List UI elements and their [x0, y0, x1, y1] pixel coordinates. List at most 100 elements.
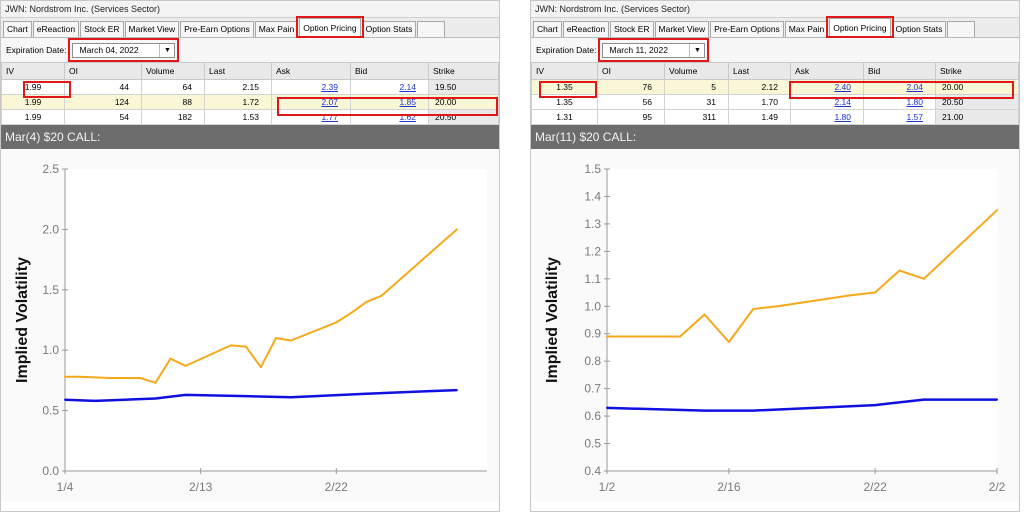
col-last[interactable]: Last [204, 62, 272, 80]
iv-cell: 1.31 [531, 109, 598, 125]
col-volume[interactable]: Volume [664, 62, 729, 80]
dropdown-arrow-icon[interactable]: ▼ [159, 43, 174, 57]
ask-link[interactable]: 2.14 [834, 97, 851, 107]
tab-chart[interactable]: Chart [3, 21, 32, 37]
data-point [335, 321, 338, 324]
data-point [64, 375, 66, 378]
data-point [996, 398, 998, 401]
strike-cell: 21.00 [935, 109, 1019, 125]
ask-link[interactable]: 1.80 [834, 112, 851, 122]
y-tick-label: 0.9 [584, 327, 601, 341]
tab-pre-earn-options[interactable]: Pre-Earn Options [180, 21, 254, 37]
tab-max-pain[interactable]: Max Pain [254, 21, 299, 37]
ask-link[interactable]: 2.40 [834, 82, 851, 92]
y-tick-label: 0.0 [42, 464, 59, 478]
col-iv[interactable]: IV [531, 62, 598, 80]
tab-pre-earn-options[interactable]: Pre-Earn Options [710, 21, 784, 37]
col-bid[interactable]: Bid [863, 62, 936, 80]
y-tick-label: 1.0 [584, 299, 601, 313]
y-tick-label: 1.5 [42, 283, 59, 297]
data-point [184, 364, 187, 367]
bid-link[interactable]: 2.14 [399, 82, 416, 92]
data-point [425, 390, 428, 393]
table-row[interactable]: 1.35 56 31 1.70 2.14 1.80 20.50 [531, 94, 1019, 110]
tab-stock-er[interactable]: Stock ER [80, 21, 124, 37]
last-cell: 1.49 [728, 109, 791, 125]
col-bid[interactable]: Bid [350, 62, 429, 80]
iv-cell: 1.99 [1, 94, 65, 110]
data-point [679, 335, 682, 338]
col-ask[interactable]: Ask [271, 62, 351, 80]
tab-market-view[interactable]: Market View [654, 21, 710, 37]
data-point [380, 294, 383, 297]
option-pricing-table: IV OI Volume Last Ask Bid Strike 1.99 44… [1, 62, 499, 125]
data-point [64, 398, 66, 401]
expiration-date-value: March 11, 2022 [609, 45, 668, 55]
data-point [290, 396, 293, 399]
col-strike[interactable]: Strike [428, 62, 499, 80]
chart-title: Mar(11) $20 CALL: [531, 125, 1019, 149]
data-point [606, 335, 608, 338]
last-cell: 1.53 [204, 109, 272, 125]
expiration-date-select[interactable]: March 04, 2022 ▼ [68, 37, 180, 62]
bid-link[interactable]: 1.57 [906, 112, 923, 122]
tab-max-pain[interactable]: Max Pain [784, 21, 829, 37]
data-point [275, 337, 277, 340]
expiration-row: Expiration Date: March 11, 2022 ▼ [531, 37, 1019, 62]
bid-link[interactable]: 1.62 [399, 112, 416, 122]
iv-cell: 1.35 [531, 94, 598, 110]
table-row[interactable]: 1.99 44 64 2.15 2.39 2.14 19.50 [1, 79, 499, 95]
y-axis-label: Implied Volatility [544, 257, 561, 383]
y-tick-label: 1.5 [584, 162, 601, 176]
tab-option-stats[interactable]: Option Stats [891, 21, 947, 37]
col-oi[interactable]: OI [64, 62, 142, 80]
tab-option-pricing[interactable]: Option Pricing [826, 16, 895, 38]
last-cell: 2.15 [204, 79, 272, 95]
table-row[interactable]: 1.31 95 311 1.49 1.80 1.57 21.00 [531, 109, 1019, 125]
bid-link[interactable]: 2.04 [906, 82, 923, 92]
col-volume[interactable]: Volume [141, 62, 205, 80]
tab-market-view[interactable]: Market View [124, 21, 180, 37]
y-axis-label: Implied Volatility [14, 257, 31, 383]
data-point [244, 395, 247, 398]
tab-stock-er[interactable]: Stock ER [610, 21, 654, 37]
tab-bar: Chart eReaction Stock ER Market View Pre… [531, 16, 1019, 38]
col-ask[interactable]: Ask [790, 62, 864, 80]
table-row[interactable]: 1.35 76 5 2.12 2.40 2.04 20.00 [531, 79, 1019, 95]
tab-ereaction[interactable]: eReaction [32, 21, 80, 37]
data-point [606, 406, 608, 409]
y-tick-label: 0.6 [584, 409, 601, 423]
data-point [874, 404, 877, 407]
iv-chart: 0.4 0.5 0.6 0.7 0.8 0.9 1.0 1.1 1.2 1.3 1.4 1.5 1/2 2… [531, 149, 1019, 499]
data-point [350, 311, 353, 314]
ask-link[interactable]: 1.77 [321, 112, 338, 122]
tab-option-stats[interactable]: Option Stats [361, 21, 417, 37]
tab-blank [947, 21, 976, 37]
col-strike[interactable]: Strike [935, 62, 1019, 80]
table-row[interactable]: 1.99 124 88 1.72 2.07 1.85 20.00 [1, 94, 499, 110]
tab-bar: Chart eReaction Stock ER Market View Pre… [1, 16, 499, 38]
volume-cell: 311 [664, 109, 729, 125]
expiration-date-select[interactable]: March 11, 2022 ▼ [598, 37, 710, 62]
oi-cell: 124 [64, 94, 142, 110]
data-point [703, 313, 706, 316]
tab-chart[interactable]: Chart [533, 21, 562, 37]
iv-cell: 1.99 [1, 109, 65, 125]
tab-option-pricing[interactable]: Option Pricing [296, 16, 365, 38]
ask-link[interactable]: 2.07 [321, 97, 338, 107]
col-last[interactable]: Last [728, 62, 791, 80]
tab-ereaction[interactable]: eReaction [562, 21, 610, 37]
left-option-panel: JWN: Nordstrom Inc. (Services Sector) Ch… [0, 0, 500, 512]
dropdown-arrow-icon[interactable]: ▼ [689, 43, 704, 57]
ask-link[interactable]: 2.39 [321, 82, 338, 92]
bid-link[interactable]: 1.80 [906, 97, 923, 107]
col-oi[interactable]: OI [597, 62, 665, 80]
col-iv[interactable]: IV [1, 62, 65, 80]
table-row[interactable]: 1.99 54 182 1.53 1.77 1.62 20.50 [1, 109, 499, 125]
data-point [365, 300, 368, 303]
data-point [874, 291, 877, 294]
bid-link[interactable]: 1.85 [399, 97, 416, 107]
right-option-panel: JWN: Nordstrom Inc. (Services Sector) Ch… [530, 0, 1020, 512]
strike-cell: 20.50 [428, 109, 499, 125]
x-tick-label: 2/22 [325, 480, 349, 494]
